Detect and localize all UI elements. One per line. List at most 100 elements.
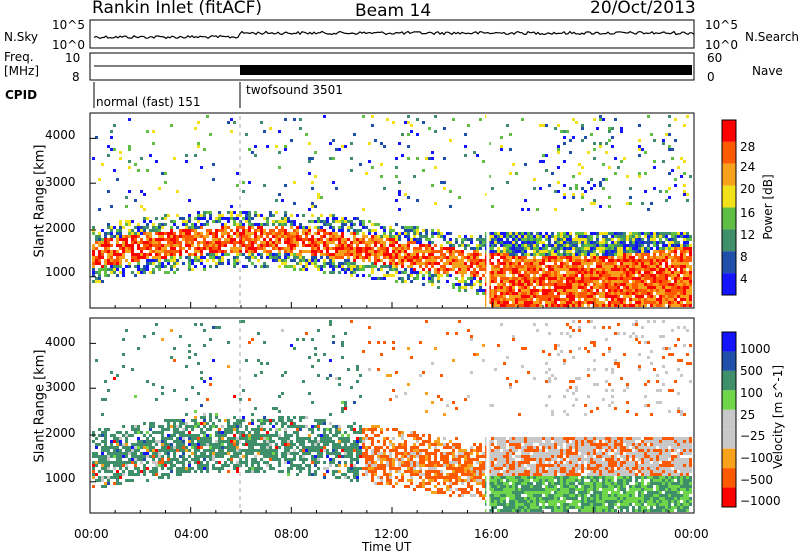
heat-cell — [596, 127, 599, 130]
heat-cell — [587, 304, 590, 307]
heat-cell — [272, 449, 275, 452]
heat-cell — [623, 286, 626, 289]
heat-cell — [521, 256, 524, 259]
heat-cell — [479, 268, 482, 271]
heat-cell — [458, 259, 461, 262]
heat-cell — [113, 169, 116, 172]
heat-cell — [647, 274, 650, 277]
heat-cell — [140, 229, 143, 232]
heat-cell — [284, 211, 287, 214]
heat-cell — [656, 283, 659, 286]
heat-cell — [341, 241, 344, 244]
heat-cell — [380, 452, 383, 455]
heat-cell — [260, 265, 263, 268]
heat-cell — [263, 452, 266, 455]
heat-cell — [584, 232, 587, 235]
heat-cell — [104, 458, 107, 461]
heat-cell — [338, 250, 341, 253]
heat-cell — [548, 274, 551, 277]
heat-cell — [680, 157, 683, 160]
heat-cell — [140, 271, 143, 274]
heat-cell — [284, 229, 287, 232]
heat-cell — [299, 464, 302, 467]
heat-cell — [176, 238, 179, 241]
heat-cell — [491, 265, 494, 268]
heat-cell — [101, 280, 104, 283]
heat-cell — [407, 274, 410, 277]
heat-cell — [245, 440, 248, 443]
heat-cell — [620, 130, 623, 133]
heat-cell — [107, 145, 110, 148]
heat-cell — [164, 461, 167, 464]
heat-cell — [653, 244, 656, 247]
heat-cell — [410, 271, 413, 274]
heat-cell — [146, 223, 149, 226]
heat-cell — [215, 217, 218, 220]
heat-cell — [209, 434, 212, 437]
heat-cell — [569, 265, 572, 268]
heat-cell — [335, 232, 338, 235]
heat-cell — [518, 298, 521, 301]
heat-cell — [155, 217, 158, 220]
heat-cell — [434, 271, 437, 274]
heat-cell — [326, 470, 329, 473]
heat-cell — [302, 455, 305, 458]
heat-cell — [557, 277, 560, 280]
heat-cell — [110, 229, 113, 232]
heat-cell — [599, 301, 602, 304]
heat-cell — [386, 118, 389, 121]
heat-cell — [125, 238, 128, 241]
heat-cell — [644, 190, 647, 193]
heat-cell — [386, 250, 389, 253]
heat-cell — [665, 292, 668, 295]
heat-cell — [371, 431, 374, 434]
heat-cell — [479, 241, 482, 244]
heat-cell — [620, 301, 623, 304]
heat-cell — [299, 449, 302, 452]
heat-cell — [425, 256, 428, 259]
heat-cell — [206, 467, 209, 470]
heat-cell — [644, 262, 647, 265]
heat-cell — [233, 428, 236, 431]
heat-cell — [356, 265, 359, 268]
heat-cell — [299, 235, 302, 238]
heat-cell — [521, 280, 524, 283]
heat-cell — [293, 449, 296, 452]
heat-cell — [284, 232, 287, 235]
heat-cell — [245, 449, 248, 452]
heat-cell — [236, 467, 239, 470]
heat-cell — [605, 283, 608, 286]
heat-cell — [248, 256, 251, 259]
heat-cell — [176, 214, 179, 217]
heat-cell — [302, 268, 305, 271]
heat-cell — [290, 344, 293, 347]
heat-cell — [119, 265, 122, 268]
heat-cell — [686, 304, 689, 307]
heat-cell — [401, 262, 404, 265]
heat-cell — [347, 449, 350, 452]
heat-cell — [170, 443, 173, 446]
heat-cell — [95, 271, 98, 274]
heat-cell — [584, 289, 587, 292]
heat-cell — [308, 428, 311, 431]
heat-cell — [119, 452, 122, 455]
heat-cell — [455, 259, 458, 262]
heat-cell — [329, 437, 332, 440]
heat-cell — [146, 244, 149, 247]
heat-cell — [611, 256, 614, 259]
heat-cell — [257, 464, 260, 467]
heat-cell — [491, 244, 494, 247]
heat-cell — [155, 398, 158, 401]
heat-cell — [581, 208, 584, 211]
heat-cell — [653, 301, 656, 304]
heat-cell — [623, 232, 626, 235]
heat-cell — [335, 377, 338, 380]
heat-cell — [158, 452, 161, 455]
heat-cell — [92, 226, 95, 229]
heat-cell — [164, 443, 167, 446]
heat-cell — [566, 298, 569, 301]
heat-cell — [509, 271, 512, 274]
heat-cell — [377, 247, 380, 250]
heat-cell — [146, 235, 149, 238]
heat-cell — [389, 443, 392, 446]
